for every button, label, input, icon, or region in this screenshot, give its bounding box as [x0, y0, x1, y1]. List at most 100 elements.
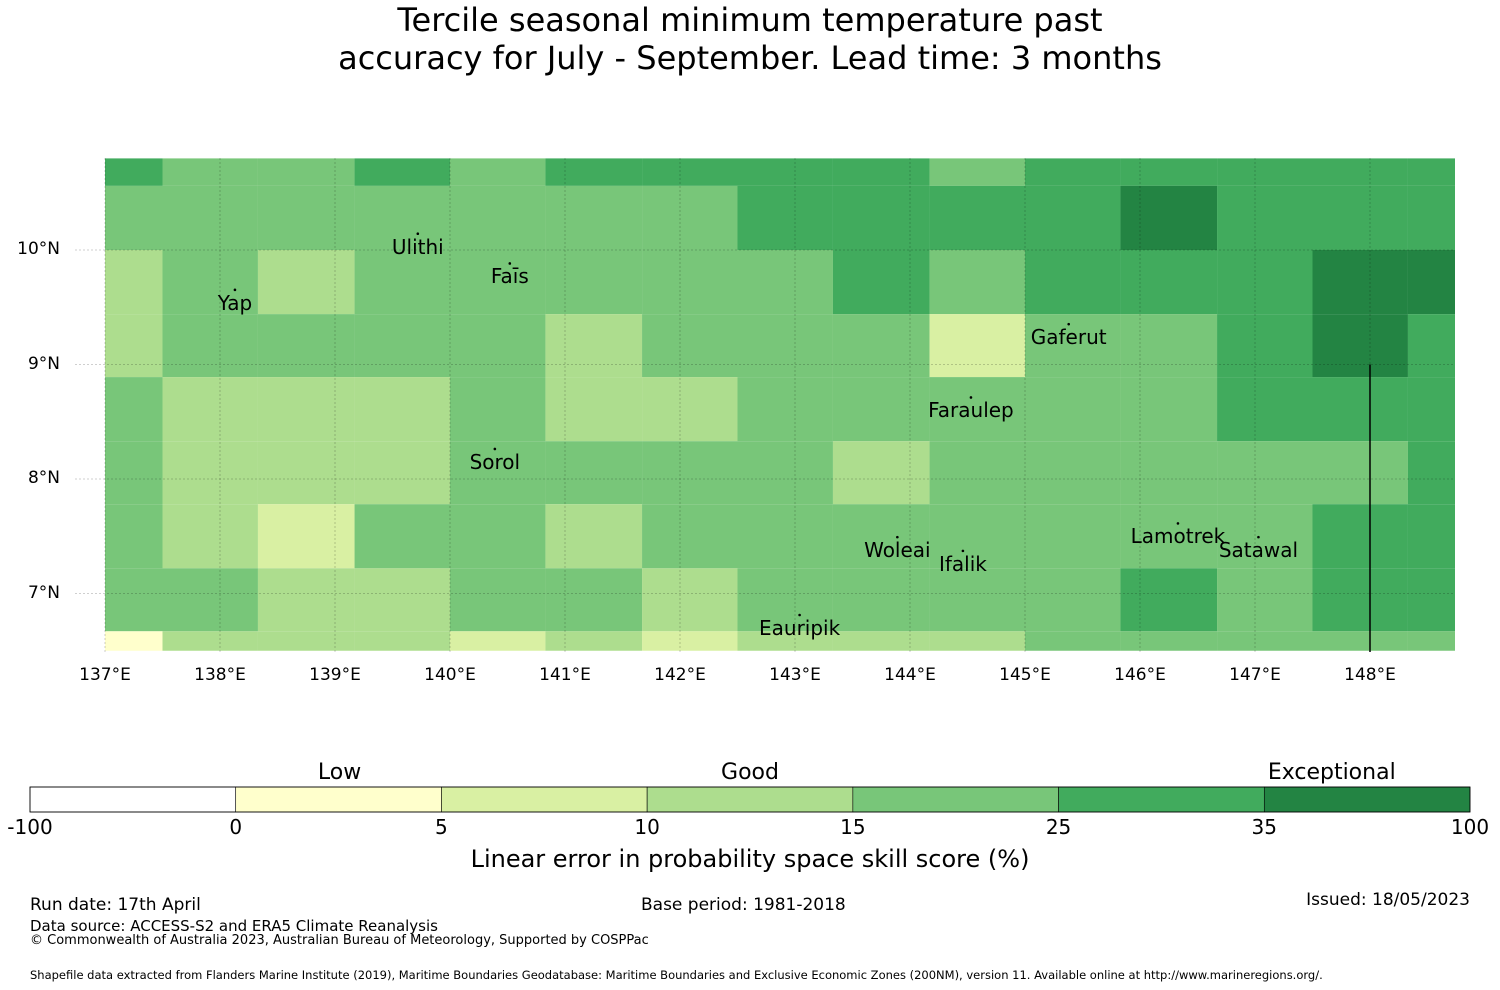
grid-cell — [257, 441, 355, 505]
grid-cell — [1407, 250, 1455, 315]
colorbar-tick-label: 0 — [229, 815, 243, 839]
grid-cell — [1217, 568, 1313, 632]
grid-cell — [1312, 250, 1408, 315]
grid-cell — [257, 314, 355, 378]
grid-cell — [1025, 504, 1121, 569]
grid-cell — [1217, 250, 1313, 315]
colorbar-bin — [235, 786, 442, 813]
grid-cell — [105, 631, 163, 651]
base-period: Base period: 1981-2018 — [641, 895, 846, 915]
grid-cell — [832, 158, 930, 186]
island-dot — [1176, 522, 1180, 525]
colorbar-bin — [29, 786, 237, 813]
grid-cell — [257, 631, 355, 651]
grid-cell — [162, 631, 258, 651]
y-tick-label: 7°N — [27, 582, 60, 603]
grid-cell — [450, 158, 546, 186]
grid-cell — [545, 250, 643, 315]
grid-cell — [257, 185, 355, 250]
grid-cell — [450, 504, 546, 569]
grid-cell — [1312, 314, 1408, 378]
grid-cell — [642, 441, 738, 505]
x-tick-label: 140°E — [424, 665, 476, 685]
grid-cell — [642, 377, 738, 442]
island-label: Faraulep — [928, 398, 1014, 423]
grid-cell — [1217, 158, 1313, 186]
colorbar-tick-label: 5 — [435, 815, 448, 839]
colorbar-bin — [852, 786, 1059, 813]
x-tick-label: 148°E — [1344, 665, 1396, 685]
grid-cell — [737, 504, 833, 569]
grid-cell — [1120, 441, 1218, 505]
grid-cell — [1407, 185, 1455, 250]
grid-cell — [737, 441, 833, 505]
grid-cell — [1217, 631, 1313, 651]
grid-cell — [1120, 568, 1218, 632]
shapefile-credit: Shapefile data extracted from Flanders M… — [30, 968, 1323, 982]
grid-cell — [929, 441, 1025, 505]
island-label: Yap — [217, 290, 253, 315]
island-dot — [508, 262, 512, 265]
x-tick-label: 145°E — [999, 665, 1051, 685]
grid-cell — [1025, 441, 1121, 505]
map-gridlines — [75, 158, 1455, 652]
copyright: © Commonwealth of Australia 2023, Austra… — [30, 933, 649, 948]
island-dot — [493, 447, 497, 451]
colorbar-category-label: Low — [317, 760, 362, 785]
colorbar — [29, 786, 1471, 813]
x-tick-label: 146°E — [1114, 665, 1166, 685]
grid-cell — [929, 504, 1025, 569]
grid-cell — [257, 504, 355, 569]
grid-cell — [1407, 377, 1455, 442]
grid-cell — [1120, 158, 1218, 186]
y-tick-label: 10°N — [17, 239, 60, 259]
grid-cell — [737, 314, 833, 378]
grid-cell — [162, 185, 258, 250]
grid-cell — [1312, 441, 1408, 505]
island-label: Ulithi — [391, 234, 444, 259]
grid-cell — [354, 441, 450, 505]
grid-cell — [105, 441, 163, 505]
island-label: Gaferut — [1030, 325, 1107, 350]
grid-cell — [642, 504, 738, 569]
grid-cell — [832, 504, 930, 569]
grid-cell — [1312, 568, 1408, 632]
grid-cell — [354, 377, 450, 442]
grid-cell — [354, 185, 450, 250]
grid-cell — [450, 377, 546, 442]
grid-cell — [832, 441, 930, 505]
grid-cell — [1217, 504, 1313, 569]
grid-cell — [545, 314, 643, 378]
colorbar-frame — [29, 786, 1471, 813]
grid-cell — [1217, 441, 1313, 505]
x-tick-label: 137°E — [79, 665, 131, 685]
colorbar-bin — [1263, 786, 1471, 813]
grid-cell — [737, 377, 833, 442]
grid-cell — [1025, 314, 1121, 378]
grid-cell — [1120, 377, 1218, 442]
grid-cell — [1407, 568, 1455, 632]
grid-cell — [545, 441, 643, 505]
grid-cell — [1025, 250, 1121, 315]
grid-cell — [832, 250, 930, 315]
data-source: Data source: ACCESS-S2 and ERA5 Climate … — [30, 917, 438, 935]
grid-cell — [929, 185, 1025, 250]
grid-cell — [832, 568, 930, 632]
grid-cell — [1312, 185, 1408, 250]
grid-cell — [642, 314, 738, 378]
grid-cell — [354, 250, 450, 315]
issued-date: Issued: 18/05/2023 — [1306, 890, 1470, 910]
grid-cell — [1312, 504, 1408, 569]
grid-cell — [1407, 314, 1455, 378]
grid-cell — [354, 631, 450, 651]
grid-cell — [737, 250, 833, 315]
island-dot — [969, 396, 973, 399]
grid-cell — [105, 504, 163, 569]
grid-cell — [162, 568, 258, 632]
grid-cell — [1407, 158, 1455, 186]
grid-cell — [105, 568, 163, 632]
grid-cell — [1312, 158, 1408, 186]
colorbar-tick-label: 10 — [634, 815, 660, 839]
grid-cell — [929, 568, 1025, 632]
